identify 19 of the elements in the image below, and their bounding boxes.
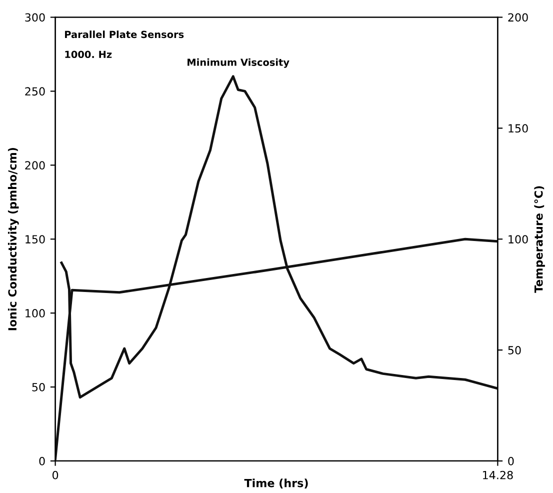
y-tick-label: 250 <box>25 87 45 96</box>
y-tick-label: 100 <box>26 309 45 318</box>
annotation: Parallel Plate Sensors <box>65 30 184 38</box>
annotation: Minimum Viscosity <box>188 58 290 68</box>
y2-tick-label: 200 <box>508 13 528 22</box>
y-tick-label: 0 <box>39 456 45 466</box>
y2-tick-label: 50 <box>508 346 521 354</box>
y2-axis-title: Temperature (°C) <box>534 186 545 293</box>
y-tick-label: 300 <box>25 13 45 22</box>
y-tick-label: 50 <box>32 382 45 392</box>
y-tick-label: 200 <box>25 161 45 170</box>
y-axis-title: Ionic Conductivity (pmho/cm) <box>8 148 19 330</box>
x-axis-title: Time (hrs) <box>244 478 308 489</box>
y2-tick-label: 100 <box>508 235 528 244</box>
y-tick-label: 150 <box>26 235 45 244</box>
annotation: 1000. Hz <box>65 50 112 58</box>
x-tick-label: 14.28 <box>483 470 513 480</box>
y2-tick-label: 150 <box>508 124 528 133</box>
y2-tick-label: 0 <box>508 456 514 466</box>
